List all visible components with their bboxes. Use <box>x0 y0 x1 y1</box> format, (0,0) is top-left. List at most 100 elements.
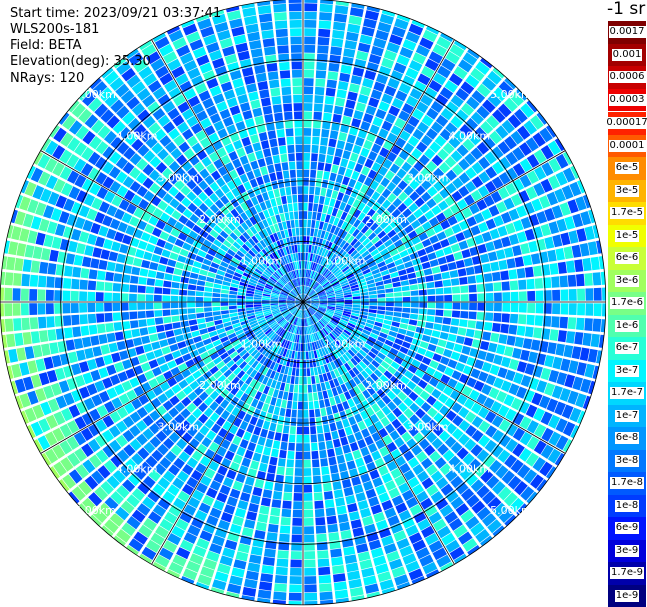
range-gate-cell <box>127 473 141 487</box>
range-gate-cell <box>292 509 302 518</box>
range-gate-cell <box>347 434 356 444</box>
range-gate-cell <box>473 212 485 224</box>
range-gate-cell <box>222 547 236 559</box>
range-gate-cell <box>420 426 432 437</box>
range-gate-cell <box>320 279 328 286</box>
range-gate-cell <box>247 152 257 162</box>
range-gate-cell <box>300 310 303 318</box>
range-gate-cell <box>404 224 414 234</box>
range-gate-cell <box>287 367 293 376</box>
range-gate-cell <box>396 264 406 271</box>
range-gate-cell <box>307 288 313 296</box>
range-gate-cell <box>188 438 200 449</box>
range-gate-cell <box>293 111 303 120</box>
range-gate-cell <box>435 309 444 317</box>
range-gate-cell <box>492 271 501 282</box>
range-gate-cell <box>257 221 265 230</box>
range-gate-cell <box>209 507 222 519</box>
range-gate-cell <box>224 325 233 332</box>
range-gate-cell <box>145 455 158 468</box>
range-gate-cell <box>180 320 189 328</box>
range-gate-cell <box>432 518 447 532</box>
range-gate-cell <box>519 416 532 430</box>
range-gate-cell <box>517 464 531 479</box>
range-gate-cell <box>170 366 181 376</box>
range-gate-cell <box>303 434 310 443</box>
range-gate-cell <box>325 250 332 259</box>
range-gate-cell <box>304 592 318 601</box>
range-gate-cell <box>326 290 334 295</box>
range-gate-cell <box>300 244 303 253</box>
range-gate-cell <box>293 103 303 111</box>
range-gate-cell <box>580 378 592 393</box>
range-gate-cell <box>230 208 240 218</box>
range-gate-cell <box>341 266 350 273</box>
range-gate-cell <box>293 359 297 368</box>
range-gate-cell <box>352 603 368 605</box>
range-gate-cell <box>379 220 389 230</box>
range-gate-cell <box>19 228 30 242</box>
range-gate-cell <box>568 360 579 374</box>
range-gate-cell <box>386 204 397 214</box>
range-gate-cell <box>355 325 364 332</box>
range-gate-cell <box>195 307 204 313</box>
range-gate-cell <box>358 317 367 323</box>
range-gate-cell <box>421 356 432 366</box>
range-gate-cell <box>214 199 225 209</box>
range-gate-cell <box>294 261 298 270</box>
range-gate-cell <box>327 232 333 242</box>
range-gate-cell <box>303 302 305 310</box>
range-gate-cell <box>139 130 152 143</box>
range-gate-cell <box>315 323 321 331</box>
range-gate-cell <box>427 295 436 302</box>
range-gate-cell <box>231 376 240 386</box>
range-gate-cell <box>38 372 50 386</box>
range-gate-cell <box>482 331 492 341</box>
range-gate-cell <box>131 398 143 410</box>
range-gate-cell <box>361 302 369 306</box>
range-gate-cell <box>199 530 213 542</box>
range-gate-cell <box>436 554 452 568</box>
range-gate-cell <box>361 250 370 258</box>
range-gate-cell <box>135 172 148 184</box>
range-gate-cell <box>527 290 536 301</box>
range-gate-cell <box>559 316 568 329</box>
range-gate-cell <box>322 474 331 484</box>
range-gate-cell <box>478 420 491 433</box>
range-gate-cell <box>197 249 207 258</box>
range-gate-cell <box>526 420 539 434</box>
range-gate-cell <box>344 255 352 263</box>
range-gate-cell <box>220 154 231 165</box>
range-gate-cell <box>239 58 252 69</box>
range-gate-cell <box>291 290 298 297</box>
range-gate-cell <box>282 287 290 293</box>
range-gate-cell <box>453 343 463 353</box>
range-gate-cell <box>377 230 387 239</box>
range-gate-cell <box>21 317 30 331</box>
range-gate-cell <box>147 270 157 278</box>
range-gate-cell <box>179 347 189 356</box>
range-gate-cell <box>303 111 313 120</box>
range-gate-cell <box>286 375 291 384</box>
range-gate-cell <box>336 324 345 331</box>
range-gate-cell <box>331 430 339 440</box>
range-gate-cell <box>178 451 190 463</box>
range-gate-cell <box>254 289 263 294</box>
range-gate-cell <box>257 5 272 15</box>
range-gate-cell <box>131 453 144 466</box>
range-gate-cell <box>273 188 280 198</box>
range-gate-cell <box>512 427 526 441</box>
range-gate-cell <box>324 314 332 320</box>
range-gate-cell <box>326 372 333 381</box>
range-gate-cell <box>297 351 301 360</box>
range-gate-cell <box>285 467 294 476</box>
range-gate-cell <box>242 110 253 120</box>
range-gate-cell <box>323 364 330 373</box>
range-gate-cell <box>478 221 489 233</box>
range-gate-cell <box>593 303 602 317</box>
range-gate-cell <box>516 386 528 399</box>
range-gate-cell <box>540 178 553 193</box>
range-gate-cell <box>88 167 101 181</box>
range-gate-cell <box>137 302 146 310</box>
range-gate-cell <box>95 434 108 448</box>
